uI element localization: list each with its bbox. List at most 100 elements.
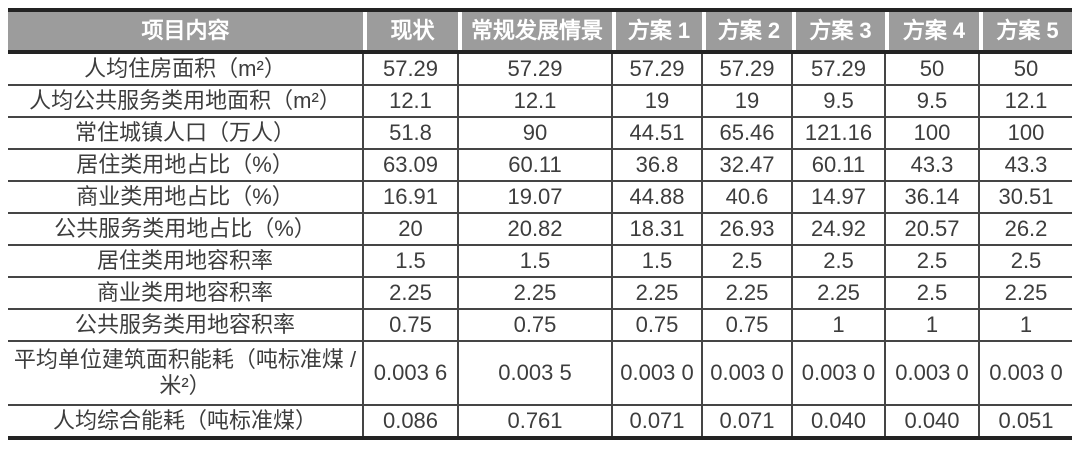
table-cell: 0.003 0 xyxy=(791,341,885,406)
table-cell: 0.75 xyxy=(457,309,612,342)
row-label: 平均单位建筑面积能耗（吨标准煤 / 米²） xyxy=(8,341,363,406)
table-cell: 60.11 xyxy=(457,149,612,182)
table-cell: 57.29 xyxy=(791,52,885,86)
table-cell: 2.5 xyxy=(884,277,979,310)
table-cell: 2.5 xyxy=(884,245,979,278)
table-cell: 1 xyxy=(791,309,885,342)
table-cell: 2.5 xyxy=(978,245,1072,278)
table-cell: 40.6 xyxy=(701,181,792,214)
row-label: 人均综合能耗（吨标准煤） xyxy=(8,405,363,440)
table-cell: 12.1 xyxy=(362,85,458,118)
table-cell: 0.071 xyxy=(611,405,702,440)
row-label: 人均公共服务类用地面积（m²） xyxy=(8,85,363,118)
column-header: 方案 2 xyxy=(702,8,792,54)
table-cell: 36.14 xyxy=(884,181,979,214)
table-row: 商业类用地容积率 2.25 2.25 2.25 2.25 2.25 2.5 2.25 xyxy=(8,277,1072,310)
table-cell: 2.25 xyxy=(701,277,792,310)
table-cell: 9.5 xyxy=(791,85,885,118)
table-cell: 14.97 xyxy=(791,181,885,214)
table-cell: 0.071 xyxy=(701,405,792,440)
table-cell: 0.761 xyxy=(457,405,612,440)
column-header-label: 方案 1 xyxy=(616,12,702,50)
table-cell: 57.29 xyxy=(701,52,792,86)
table-cell: 0.040 xyxy=(791,405,885,440)
table-cell: 2.25 xyxy=(978,277,1072,310)
table-cell: 32.47 xyxy=(701,149,792,182)
table-cell: 2.5 xyxy=(791,245,885,278)
table-row: 公共服务类用地容积率 0.75 0.75 0.75 0.75 1 1 1 xyxy=(8,309,1072,342)
table-cell: 1.5 xyxy=(362,245,458,278)
table-row: 人均综合能耗（吨标准煤） 0.086 0.761 0.071 0.071 0.040 0.0… xyxy=(8,405,1072,440)
table-cell: 26.93 xyxy=(701,213,792,246)
table-cell: 16.91 xyxy=(362,181,458,214)
table-cell: 9.5 xyxy=(884,85,979,118)
table-cell: 90 xyxy=(457,117,612,150)
table-cell: 0.003 0 xyxy=(611,341,702,406)
table-cell: 57.29 xyxy=(457,52,612,86)
row-label: 居住类用地容积率 xyxy=(8,245,363,278)
table-cell: 0.086 xyxy=(362,405,458,440)
table-cell: 57.29 xyxy=(611,52,702,86)
table-cell: 43.3 xyxy=(978,149,1072,182)
column-header-label: 现状 xyxy=(367,12,458,50)
table-cell: 121.16 xyxy=(791,117,885,150)
table-cell: 2.25 xyxy=(457,277,612,310)
row-label: 公共服务类用地容积率 xyxy=(8,309,363,342)
table-cell: 1 xyxy=(978,309,1072,342)
column-header: 现状 xyxy=(363,8,458,54)
table-cell: 43.3 xyxy=(884,149,979,182)
row-label: 公共服务类用地占比（%） xyxy=(8,213,363,246)
table-cell: 100 xyxy=(884,117,979,150)
table-cell: 65.46 xyxy=(701,117,792,150)
table-row: 居住类用地占比（%） 63.09 60.11 36.8 32.47 60.11 43.3 43… xyxy=(8,149,1072,182)
table-cell: 12.1 xyxy=(978,85,1072,118)
table-row: 平均单位建筑面积能耗（吨标准煤 / 米²） 0.003 6 0.003 5 0.003… xyxy=(8,341,1072,406)
table-cell: 63.09 xyxy=(362,149,458,182)
table-cell: 0.051 xyxy=(978,405,1072,440)
table-cell: 2.25 xyxy=(362,277,458,310)
table-cell: 2.25 xyxy=(611,277,702,310)
table-cell: 19.07 xyxy=(457,181,612,214)
table-cell: 100 xyxy=(978,117,1072,150)
column-header: 方案 5 xyxy=(979,8,1072,54)
table-cell: 0.003 0 xyxy=(978,341,1072,406)
column-header: 常规发展情景 xyxy=(458,8,612,54)
table-cell: 1.5 xyxy=(457,245,612,278)
row-label: 商业类用地占比（%） xyxy=(8,181,363,214)
table-cell: 20 xyxy=(362,213,458,246)
scenario-comparison-table: 项目内容 现状 常规发展情景 方案 1 方案 2 方案 3 方案 4 方案 5 人均住房面积（… xyxy=(8,8,1072,440)
table-cell: 24.92 xyxy=(791,213,885,246)
table-row: 商业类用地占比（%） 16.91 19.07 44.88 40.6 14.97 36.14 3… xyxy=(8,181,1072,214)
table-cell: 44.51 xyxy=(611,117,702,150)
column-header-label: 方案 2 xyxy=(706,12,792,50)
table-cell: 50 xyxy=(978,52,1072,86)
column-header: 项目内容 xyxy=(8,8,363,54)
row-label: 常住城镇人口（万人） xyxy=(8,117,363,150)
table-cell: 57.29 xyxy=(362,52,458,86)
column-header-label: 方案 5 xyxy=(983,12,1072,50)
table-cell: 0.75 xyxy=(362,309,458,342)
table-cell: 30.51 xyxy=(978,181,1072,214)
table-cell: 1 xyxy=(884,309,979,342)
header-row: 项目内容 现状 常规发展情景 方案 1 方案 2 方案 3 方案 4 方案 5 xyxy=(8,8,1072,54)
table-cell: 20.57 xyxy=(884,213,979,246)
table-cell: 0.75 xyxy=(611,309,702,342)
column-header-label: 方案 4 xyxy=(889,12,979,50)
table-cell: 0.75 xyxy=(701,309,792,342)
table-row: 常住城镇人口（万人） 51.8 90 44.51 65.46 121.16 100 100 xyxy=(8,117,1072,150)
table-cell: 19 xyxy=(701,85,792,118)
table-cell: 0.003 6 xyxy=(362,341,458,406)
table-cell: 20.82 xyxy=(457,213,612,246)
row-label: 人均住房面积（m²） xyxy=(8,52,363,86)
table-cell: 50 xyxy=(884,52,979,86)
table-cell: 0.003 0 xyxy=(884,341,979,406)
table-cell: 26.2 xyxy=(978,213,1072,246)
table-cell: 12.1 xyxy=(457,85,612,118)
row-label: 商业类用地容积率 xyxy=(8,277,363,310)
table-cell: 2.25 xyxy=(791,277,885,310)
table-row: 居住类用地容积率 1.5 1.5 1.5 2.5 2.5 2.5 2.5 xyxy=(8,245,1072,278)
table-row: 人均住房面积（m²） 57.29 57.29 57.29 57.29 57.29 50 50 xyxy=(8,52,1072,86)
table-row: 公共服务类用地占比（%） 20 20.82 18.31 26.93 24.92 20.57 2… xyxy=(8,213,1072,246)
column-header-label: 项目内容 xyxy=(8,12,363,50)
table-cell: 1.5 xyxy=(611,245,702,278)
